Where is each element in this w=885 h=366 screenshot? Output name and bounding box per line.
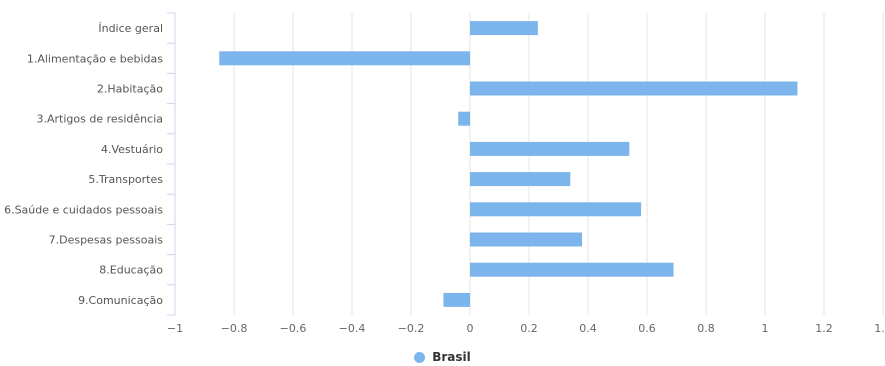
value-tick-label: 0.4 [579, 322, 597, 335]
bar[interactable] [470, 232, 583, 247]
value-tick-label: 1.4 [874, 322, 885, 335]
category-label: 1.Alimentação e bebidas [27, 52, 163, 65]
category-label: 4.Vestuário [101, 143, 163, 156]
bar[interactable] [470, 81, 798, 96]
value-tick-label: 0.8 [697, 322, 715, 335]
category-label: 9.Comunicação [78, 294, 163, 307]
value-tick-label: 0.2 [520, 322, 538, 335]
value-tick-label: 1 [762, 322, 769, 335]
bar[interactable] [219, 51, 470, 66]
value-tick-label: −1 [167, 322, 183, 335]
category-label: 3.Artigos de residência [37, 113, 164, 126]
bar[interactable] [470, 21, 538, 36]
bar[interactable] [443, 292, 470, 307]
category-label: 7.Despesas pessoais [49, 234, 164, 247]
bar[interactable] [470, 262, 674, 277]
value-tick-label: −0.8 [221, 322, 248, 335]
value-tick-label: 1.2 [815, 322, 833, 335]
legend[interactable]: Brasil [0, 350, 885, 364]
category-label: 2.Habitação [97, 83, 163, 96]
category-label: 8.Educação [99, 264, 163, 277]
value-tick-label: −0.6 [280, 322, 307, 335]
category-label: 6.Saúde e cuidados pessoais [4, 203, 163, 216]
bar[interactable] [470, 172, 571, 187]
value-tick-label: 0.6 [638, 322, 656, 335]
bar[interactable] [458, 111, 470, 126]
legend-label: Brasil [432, 350, 471, 364]
value-tick-label: −0.2 [398, 322, 425, 335]
value-tick-label: 0 [467, 322, 474, 335]
bar[interactable] [470, 141, 630, 156]
value-tick-label: −0.4 [339, 322, 366, 335]
category-label: Índice geral [98, 22, 163, 35]
bar[interactable] [470, 202, 642, 217]
legend-marker [414, 351, 426, 363]
category-label: 5.Transportes [88, 173, 163, 186]
